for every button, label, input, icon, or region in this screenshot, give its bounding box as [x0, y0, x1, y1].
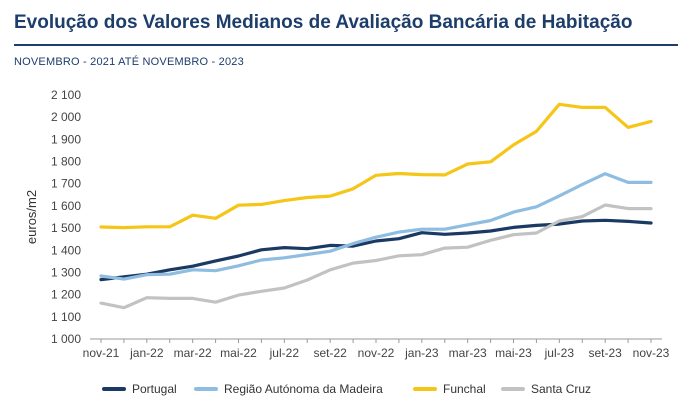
- y-tick-label: 1 100: [51, 310, 81, 324]
- x-tick-label: mar-22: [174, 346, 212, 360]
- legend-item: Santa Cruz: [501, 382, 591, 396]
- y-tick-label: 1 800: [51, 155, 81, 169]
- series-line-regiao-autonoma-da-madeira: [99, 172, 653, 281]
- chart-title: Evolução dos Valores Medianos de Avaliaç…: [14, 12, 633, 33]
- legend-label: Santa Cruz: [531, 382, 591, 396]
- y-tick-label: 2 100: [51, 88, 81, 102]
- y-tick-label: 1 000: [51, 332, 81, 346]
- y-tick-label: 1 500: [51, 221, 81, 235]
- x-tick-label: mai-23: [495, 346, 532, 360]
- x-tick-label: jul-23: [544, 346, 575, 360]
- legend-item: Funchal: [413, 382, 486, 396]
- y-tick-label: 1 200: [51, 288, 81, 302]
- y-tick-label: 2 000: [51, 110, 81, 124]
- y-tick-label: 1 300: [51, 265, 81, 279]
- y-tick-label: 1 900: [51, 132, 81, 146]
- series-line-funchal: [99, 102, 653, 230]
- legend-label: Funchal: [443, 382, 486, 396]
- y-axis: 1 000 1 100 1 200 1 300 1 400 1 500 1 600 1 700…: [51, 88, 81, 346]
- x-tick-label: mar-23: [449, 346, 487, 360]
- series-lines: [99, 102, 653, 310]
- legend-item: Portugal: [102, 382, 177, 396]
- x-tick-label: jul-22: [269, 346, 300, 360]
- series-line-santa-cruz: [99, 203, 653, 310]
- legend-label: Portugal: [132, 382, 177, 396]
- series-line-portugal: [99, 218, 653, 282]
- legend-label: Região Autónoma da Madeira: [224, 382, 383, 396]
- chart-subtitle: NOVEMBRO - 2021 ATÉ NOVEMBRO - 2023: [14, 56, 244, 68]
- x-tick-label: nov-23: [633, 346, 670, 360]
- legend-item: Região Autónoma da Madeira: [194, 382, 383, 396]
- x-tick-label: jan-22: [129, 346, 164, 360]
- x-tick-label: nov-21: [83, 346, 120, 360]
- x-tick-label: set-22: [313, 346, 347, 360]
- title-divider: [14, 44, 678, 46]
- x-axis: nov-21 jan-22 mar-22 mai-22 jul-22 set-22 nov-…: [83, 338, 670, 360]
- x-tick-label: jan-23: [404, 346, 439, 360]
- y-axis-label: euros/m2: [24, 190, 39, 244]
- y-tick-label: 1 700: [51, 177, 81, 191]
- y-tick-label: 1 600: [51, 199, 81, 213]
- x-tick-label: mai-22: [220, 346, 257, 360]
- y-tick-label: 1 400: [51, 243, 81, 257]
- legend: Portugal Região Autónoma da Madeira Funcha…: [102, 382, 591, 396]
- x-tick-label: set-23: [588, 346, 622, 360]
- x-tick-label: nov-22: [358, 346, 395, 360]
